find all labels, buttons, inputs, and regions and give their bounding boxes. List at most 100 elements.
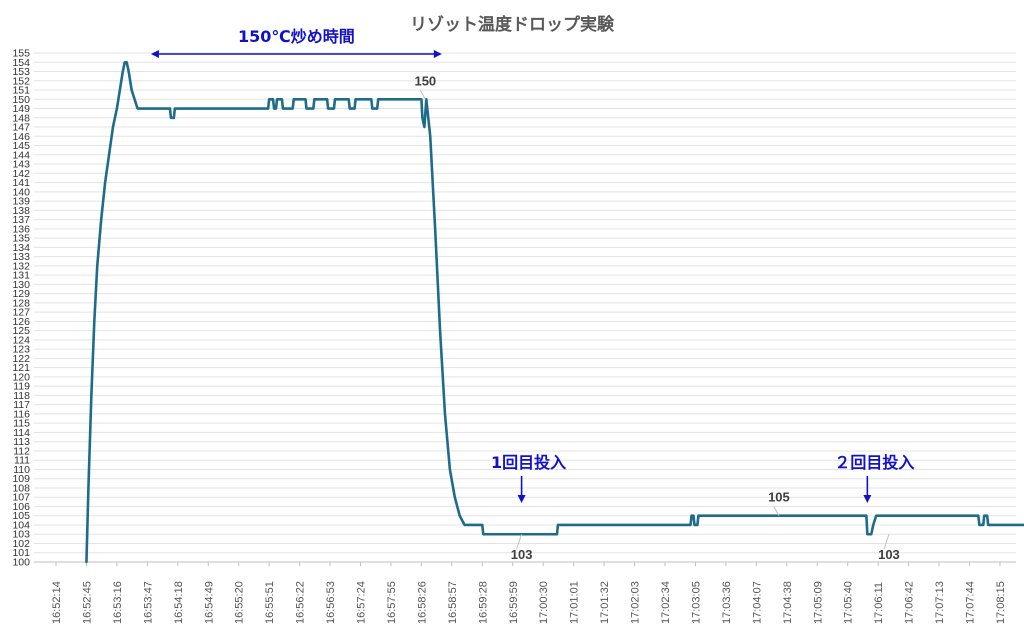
y-tick-label: 118 bbox=[13, 390, 30, 402]
y-tick-label: 112 bbox=[13, 445, 30, 457]
data-label: 105 bbox=[768, 490, 790, 505]
x-tick-label: 16:58:57 bbox=[447, 581, 459, 624]
data-label: 103 bbox=[511, 547, 533, 562]
x-tick-label: 17:05:40 bbox=[843, 581, 855, 624]
y-tick-label: 126 bbox=[12, 316, 30, 328]
annotation-arrow-head bbox=[863, 495, 872, 503]
y-tick-label: 100 bbox=[12, 557, 30, 569]
y-tick-label: 120 bbox=[12, 371, 30, 383]
y-tick-label: 128 bbox=[12, 297, 30, 309]
data-label: 103 bbox=[878, 547, 900, 562]
y-tick-label: 133 bbox=[12, 251, 30, 263]
y-tick-label: 144 bbox=[12, 149, 30, 161]
y-tick-label: 124 bbox=[12, 334, 30, 346]
y-tick-label: 115 bbox=[13, 418, 30, 430]
x-tick-label: 17:02:03 bbox=[630, 581, 642, 624]
y-tick-label: 103 bbox=[12, 529, 30, 541]
annotation-label: 1回目投入 bbox=[491, 453, 566, 472]
x-tick-label: 16:55:51 bbox=[264, 581, 276, 624]
y-tick-label: 138 bbox=[12, 205, 30, 217]
y-tick-label: 122 bbox=[12, 353, 30, 365]
y-tick-label: 108 bbox=[12, 482, 30, 494]
y-tick-label: 106 bbox=[12, 501, 30, 513]
x-tick-label: 16:57:55 bbox=[386, 581, 398, 624]
x-axis-ticks: 16:52:14 16:52:45 16:53:16 16:53:47 16:54:18… bbox=[51, 562, 1007, 624]
x-tick-label: 16:55:20 bbox=[234, 581, 246, 624]
x-tick-label: 17:07:44 bbox=[965, 581, 977, 624]
x-tick-label: 17:05:09 bbox=[812, 581, 824, 624]
y-tick-label: 154 bbox=[12, 57, 30, 69]
y-tick-label: 117 bbox=[13, 399, 30, 411]
chart-title: リゾット温度ドロップ実験 bbox=[410, 14, 615, 35]
x-tick-label: 17:04:38 bbox=[782, 581, 794, 624]
y-tick-label: 136 bbox=[12, 223, 30, 235]
y-tick-label: 141 bbox=[12, 177, 30, 189]
x-tick-label: 16:54:49 bbox=[203, 581, 215, 624]
y-tick-label: 102 bbox=[12, 538, 30, 550]
y-tick-label: 139 bbox=[12, 196, 30, 208]
y-tick-label: 116 bbox=[13, 408, 30, 420]
y-tick-label: 123 bbox=[12, 344, 30, 356]
series-line bbox=[85, 60, 1024, 564]
data-labels: 150103105103103104 bbox=[414, 73, 900, 562]
x-tick-label: 17:07:13 bbox=[934, 581, 946, 624]
x-tick-label: 16:54:18 bbox=[173, 581, 185, 624]
y-tick-label: 110 bbox=[13, 464, 30, 476]
y-tick-label: 113 bbox=[13, 436, 30, 448]
x-tick-label: 16:52:45 bbox=[81, 581, 93, 624]
annotation-label: ２回目投入 bbox=[834, 453, 914, 472]
y-tick-label: 107 bbox=[12, 492, 30, 504]
x-tick-label: 16:59:59 bbox=[508, 581, 520, 624]
x-tick-label: 17:04:07 bbox=[751, 581, 763, 624]
y-tick-label: 129 bbox=[12, 288, 30, 300]
y-tick-label: 143 bbox=[12, 159, 30, 171]
x-tick-label: 17:01:32 bbox=[599, 581, 611, 624]
x-tick-label: 16:56:53 bbox=[325, 581, 337, 624]
y-tick-label: 109 bbox=[12, 473, 30, 485]
x-tick-label: 17:01:01 bbox=[569, 581, 581, 624]
y-tick-label: 104 bbox=[12, 519, 30, 531]
y-tick-label: 155 bbox=[12, 48, 30, 60]
y-tick-label: 140 bbox=[12, 186, 30, 198]
x-tick-label: 16:57:24 bbox=[356, 581, 368, 624]
series-layer bbox=[85, 60, 1024, 564]
y-tick-label: 121 bbox=[12, 362, 30, 374]
y-tick-label: 151 bbox=[12, 85, 30, 97]
y-tick-label: 125 bbox=[12, 325, 30, 337]
y-tick-label: 134 bbox=[12, 242, 30, 254]
y-tick-label: 145 bbox=[12, 140, 30, 152]
range-arrow-head-right bbox=[433, 50, 442, 58]
x-tick-label: 16:52:14 bbox=[51, 581, 63, 624]
y-tick-label: 119 bbox=[13, 381, 30, 393]
x-tick-label: 16:53:47 bbox=[142, 581, 154, 624]
data-label-leader bbox=[883, 534, 890, 550]
y-tick-label: 130 bbox=[12, 279, 30, 291]
annotation-label: 150℃炒め時間 bbox=[238, 27, 355, 46]
y-tick-label: 148 bbox=[12, 112, 30, 124]
x-tick-label: 16:59:28 bbox=[477, 581, 489, 624]
y-tick-label: 135 bbox=[12, 233, 30, 245]
y-tick-label: 111 bbox=[14, 455, 30, 467]
y-axis-ticks: 1001011021031041051061071081091101111121… bbox=[12, 48, 30, 569]
x-tick-label: 17:02:34 bbox=[660, 581, 672, 624]
x-tick-label: 17:08:15 bbox=[995, 581, 1007, 624]
x-tick-label: 17:00:30 bbox=[538, 581, 550, 624]
y-tick-label: 153 bbox=[12, 66, 30, 78]
y-tick-label: 146 bbox=[12, 131, 30, 143]
range-arrow-head-left bbox=[150, 50, 159, 58]
x-tick-label: 17:06:42 bbox=[904, 581, 916, 624]
annotations: 150℃炒め時間1回目投入２回目投入３回目投入４回目投入 bbox=[150, 27, 914, 503]
y-tick-label: 137 bbox=[12, 214, 30, 226]
x-tick-label: 17:03:05 bbox=[690, 581, 702, 624]
x-tick-label: 17:06:11 bbox=[873, 582, 885, 624]
data-label-leader bbox=[419, 90, 426, 100]
data-label: 150 bbox=[414, 73, 436, 88]
y-tick-label: 142 bbox=[12, 168, 30, 180]
annotation-arrow-head bbox=[517, 495, 526, 503]
y-tick-label: 105 bbox=[12, 510, 30, 522]
y-tick-label: 131 bbox=[12, 270, 30, 282]
y-tick-label: 150 bbox=[12, 94, 30, 106]
y-tick-label: 127 bbox=[12, 307, 30, 319]
